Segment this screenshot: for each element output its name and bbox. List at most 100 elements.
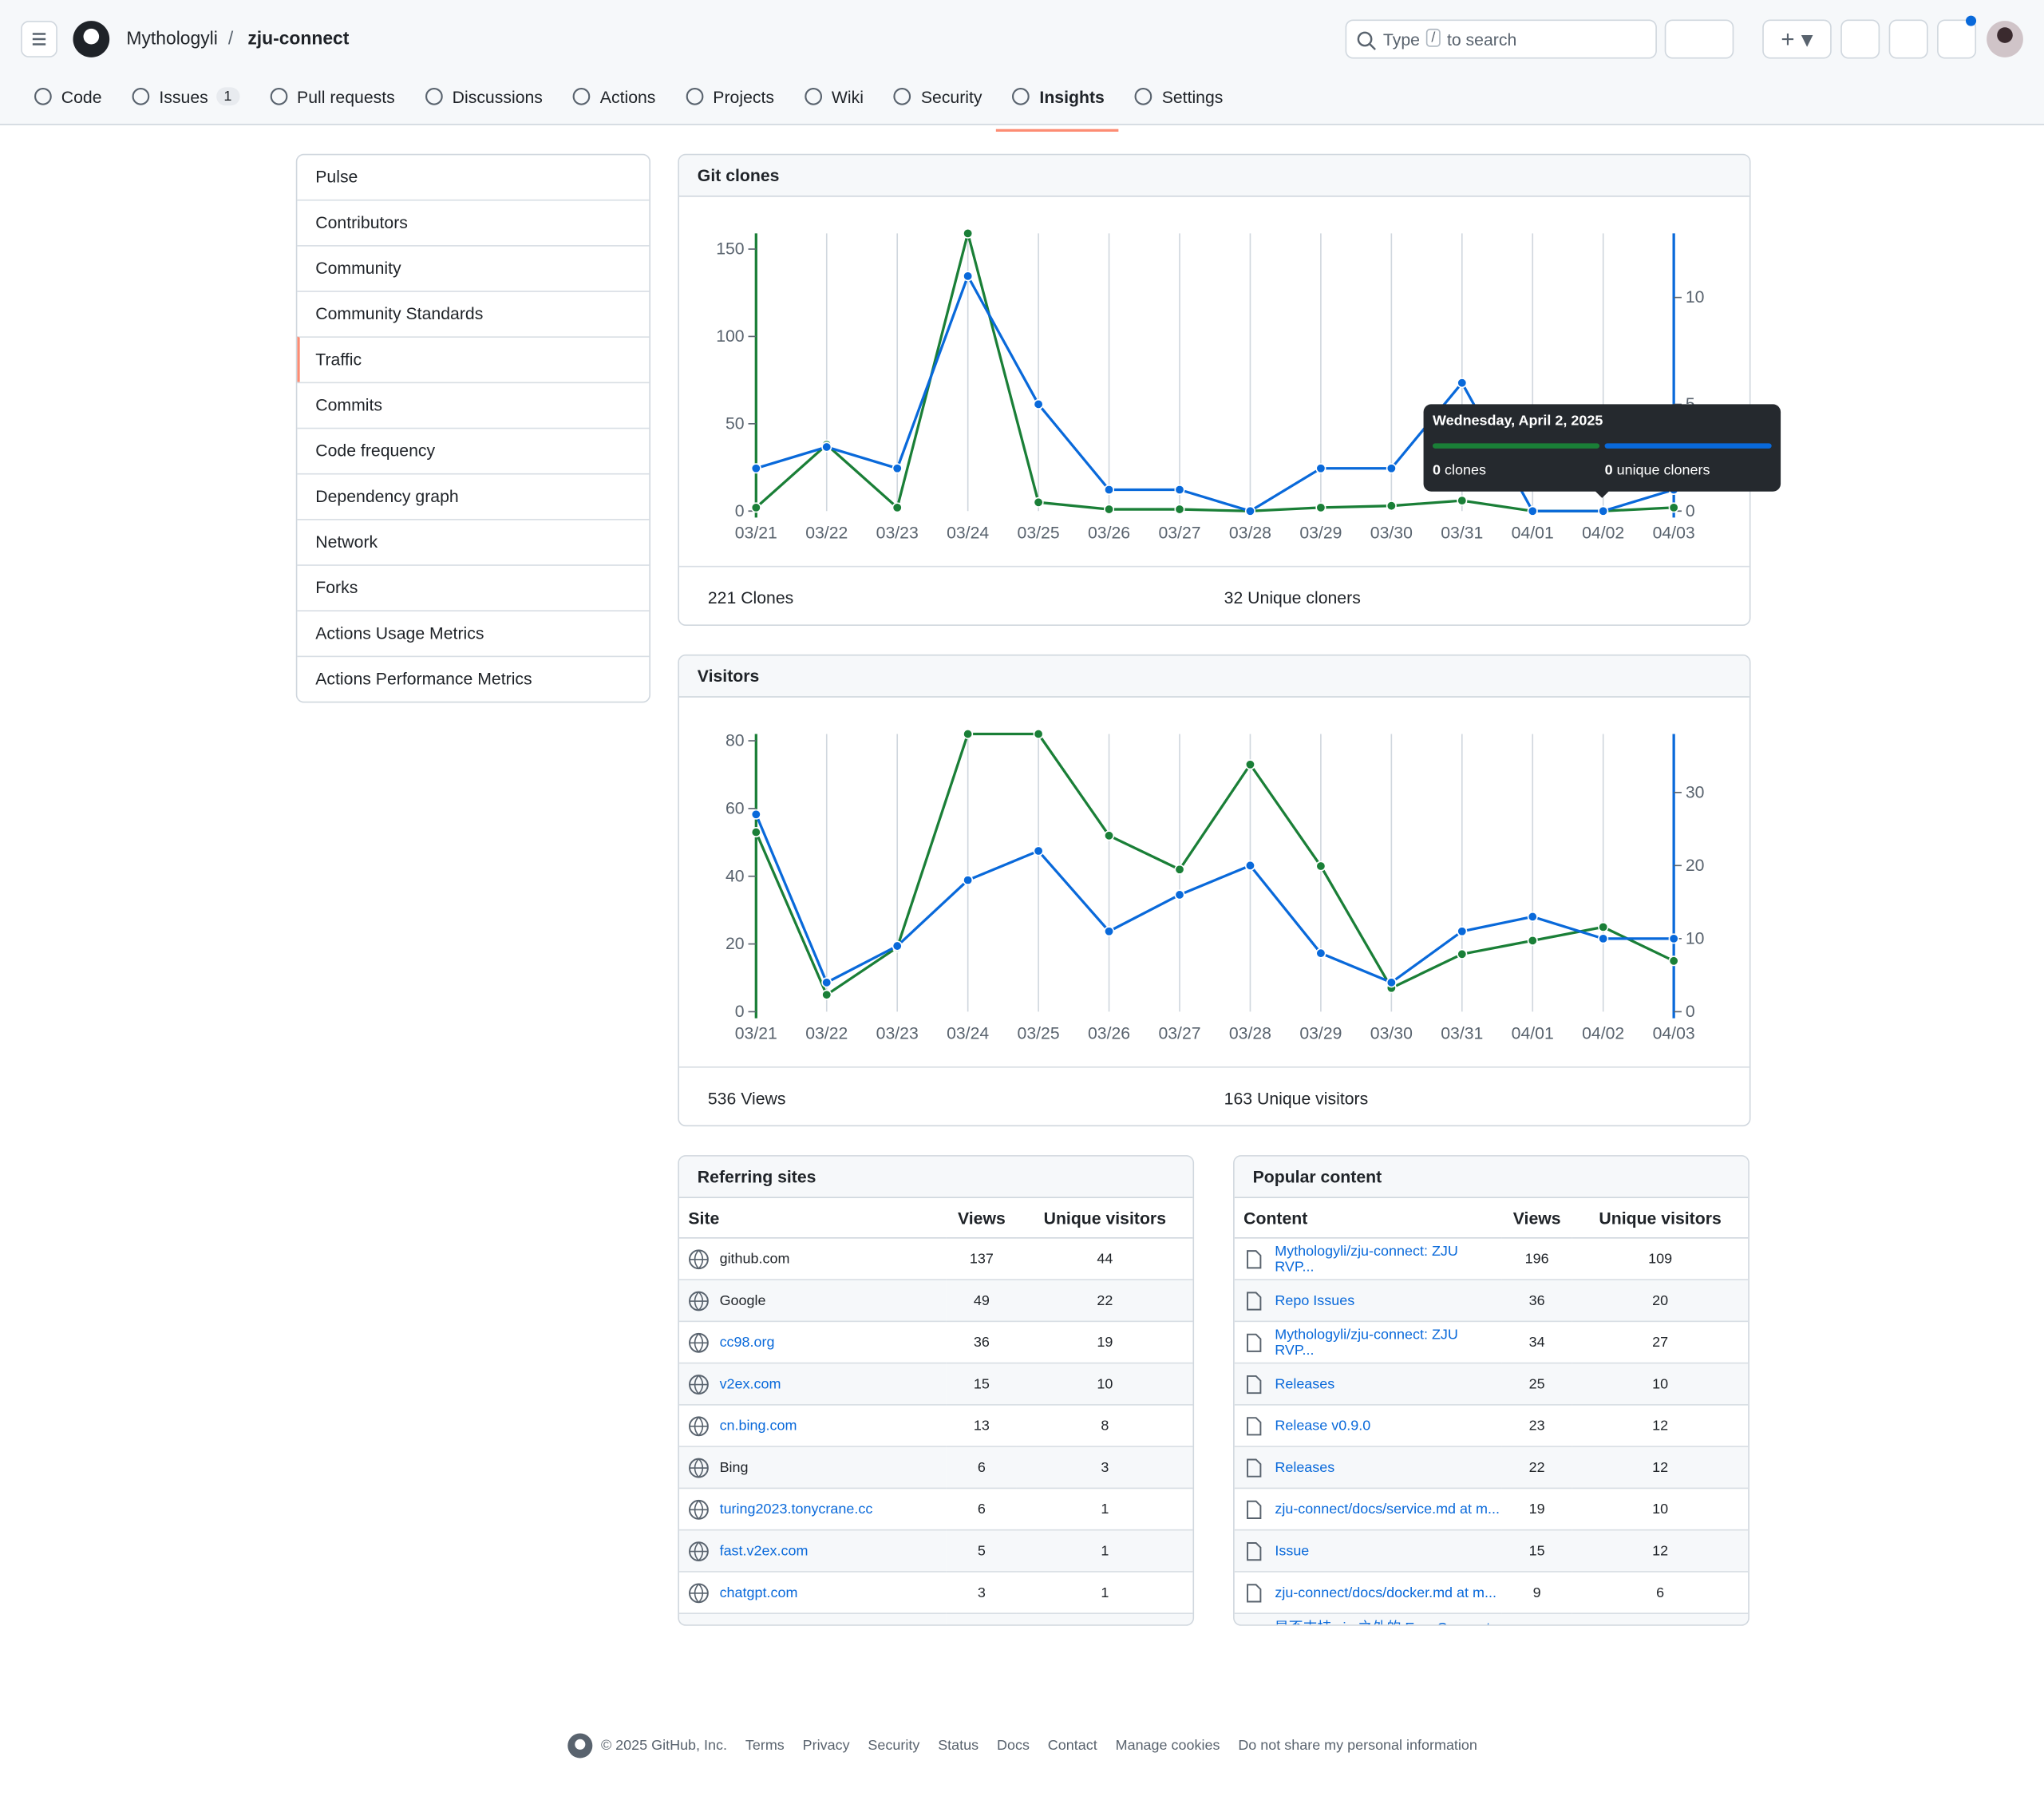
file-icon xyxy=(1243,1290,1264,1311)
unique-cell: 19 xyxy=(1017,1321,1192,1363)
repo-tab[interactable]: Pull requests xyxy=(254,78,409,115)
footer-link[interactable]: Docs xyxy=(997,1738,1030,1754)
row-name[interactable]: Mythologyli/zju-connect: ZJU RVP... xyxy=(1275,1327,1500,1358)
views-cell: 6 xyxy=(947,1446,1018,1488)
data-point xyxy=(1316,464,1325,473)
footer-logo[interactable] xyxy=(567,1733,593,1759)
footer-link[interactable]: Terms xyxy=(745,1738,785,1754)
owner[interactable]: Mythologyli xyxy=(126,27,217,48)
row-name[interactable]: turing2023.tonycrane.cc xyxy=(720,1501,873,1517)
row-name[interactable]: zju-connect/docs/docker.md at m... xyxy=(1275,1584,1496,1600)
row-name[interactable]: v2ex.com xyxy=(720,1376,781,1392)
row-name[interactable]: Repo Issues xyxy=(1275,1292,1354,1308)
table-row: jp.v2ex.com11 xyxy=(679,1613,1193,1626)
repo-tab[interactable]: Actions xyxy=(557,78,670,115)
tooltip-title: Wednesday, April 2, 2025 xyxy=(1433,413,1603,429)
views-cell: 25 xyxy=(1501,1363,1572,1405)
sidebar-item[interactable]: Code frequency xyxy=(297,428,649,473)
table-row: cn.bing.com138 xyxy=(679,1405,1193,1446)
repo-tab[interactable]: Code xyxy=(18,78,117,115)
name-cell: zju-connect/docs/service.md at m... xyxy=(1235,1488,1502,1529)
repo-tab[interactable]: Projects xyxy=(670,78,789,115)
row-name[interactable]: Mythologyli/zju-connect: ZJU RVP... xyxy=(1275,1243,1500,1274)
row-name[interactable]: zju-connect/docs/service.md at m... xyxy=(1275,1501,1500,1517)
sidebar-item[interactable]: Traffic xyxy=(297,336,649,382)
data-point xyxy=(1246,760,1255,769)
row-name[interactable]: fast.v2ex.com xyxy=(720,1543,809,1559)
row-name[interactable]: Releases xyxy=(1275,1459,1334,1475)
data-point xyxy=(963,271,972,280)
views-cell: 137 xyxy=(947,1238,1018,1280)
issues-button[interactable] xyxy=(1840,19,1880,58)
avatar[interactable] xyxy=(1986,19,2025,58)
y-tick-label: 60 xyxy=(725,799,745,817)
sidebar-item[interactable]: Community Standards xyxy=(297,291,649,336)
repo-tab[interactable]: Discussions xyxy=(409,78,557,115)
sidebar-item[interactable]: Dependency graph xyxy=(297,473,649,519)
repo-tab[interactable]: Settings xyxy=(1119,78,1238,115)
unique-cell: 1 xyxy=(1017,1613,1192,1626)
column-header: Unique visitors xyxy=(1017,1198,1192,1238)
y-tick-label: 0 xyxy=(735,1003,745,1021)
repo-tab[interactable]: Issues1 xyxy=(116,78,254,115)
column-header: Content xyxy=(1235,1198,1502,1238)
summary-text: 32 Unique cloners xyxy=(1224,588,1361,607)
data-point xyxy=(822,991,831,999)
unique-cell: 1 xyxy=(1017,1530,1192,1572)
repo-tab[interactable]: Security xyxy=(878,78,997,115)
row-name[interactable]: Issue xyxy=(1275,1543,1309,1559)
repo[interactable]: zju-connect xyxy=(247,27,349,48)
icon-shape xyxy=(1247,1459,1260,1476)
row-name[interactable]: Releases xyxy=(1275,1376,1334,1392)
data-point xyxy=(1457,950,1466,959)
x-tick-label: 03/23 xyxy=(876,1025,919,1043)
views-cell: 36 xyxy=(947,1321,1018,1363)
sidebar-item[interactable]: Community xyxy=(297,245,649,291)
footer-link[interactable]: Privacy xyxy=(803,1738,850,1754)
footer-link[interactable]: Manage cookies xyxy=(1116,1738,1220,1754)
sidebar-item[interactable]: Network xyxy=(297,519,649,564)
icon-shape xyxy=(426,89,442,105)
unique-cell: 1 xyxy=(1017,1488,1192,1529)
sidebar-item[interactable]: Contributors xyxy=(297,200,649,245)
sidebar: PulseContributorsCommunityCommunity Stan… xyxy=(296,154,650,703)
name-wrap: 是否支持 zju 之外的 EasyConnect ... xyxy=(1243,1616,1500,1625)
data-point xyxy=(1034,498,1042,507)
name-wrap: cc98.org xyxy=(688,1331,945,1352)
data-point xyxy=(1105,485,1113,494)
file-icon xyxy=(1243,1541,1264,1561)
sidebar-item[interactable]: Actions Performance Metrics xyxy=(297,656,649,702)
row-name[interactable]: chatgpt.com xyxy=(720,1584,798,1600)
repo-tab[interactable]: Wiki xyxy=(789,78,878,115)
github-logo[interactable] xyxy=(72,19,111,58)
tab-icon xyxy=(1010,86,1031,107)
row-name[interactable]: 是否支持 zju 之外的 EasyConnect ... xyxy=(1275,1616,1500,1625)
copilot-button[interactable] xyxy=(1665,19,1734,58)
footer-link[interactable]: Security xyxy=(868,1738,919,1754)
tab-icon xyxy=(684,86,705,107)
tab-icon xyxy=(892,86,913,107)
sidebar-item[interactable]: Commits xyxy=(297,382,649,428)
create-button[interactable]: + ▾ xyxy=(1762,19,1832,58)
unique-cell: 20 xyxy=(1572,1280,1748,1321)
footer-link[interactable]: Do not share my personal information xyxy=(1238,1738,1477,1754)
search-text: Type xyxy=(1383,30,1420,49)
footer-link[interactable]: Status xyxy=(938,1738,979,1754)
sidebar-item[interactable]: Forks xyxy=(297,564,649,610)
pulls-button[interactable] xyxy=(1889,19,1928,58)
footer-link[interactable]: Contact xyxy=(1048,1738,1097,1754)
table-row: Bing63 xyxy=(679,1446,1193,1488)
repo-tab[interactable]: Insights xyxy=(997,78,1119,115)
row-name[interactable]: cc98.org xyxy=(720,1335,775,1351)
tab-label: Insights xyxy=(1039,87,1104,106)
search-box[interactable]: Type / to search xyxy=(1346,19,1657,58)
sidebar-item[interactable]: Actions Usage Metrics xyxy=(297,610,649,655)
data-point xyxy=(1034,730,1042,738)
menu-button[interactable] xyxy=(21,21,57,57)
sidebar-item[interactable]: Pulse xyxy=(297,155,649,200)
row-name[interactable]: cn.bing.com xyxy=(720,1418,797,1434)
data-point xyxy=(1528,936,1537,945)
row-name[interactable]: Release v0.9.0 xyxy=(1275,1418,1370,1434)
globe-icon xyxy=(688,1374,709,1395)
card-title: Popular content xyxy=(1235,1157,1749,1198)
